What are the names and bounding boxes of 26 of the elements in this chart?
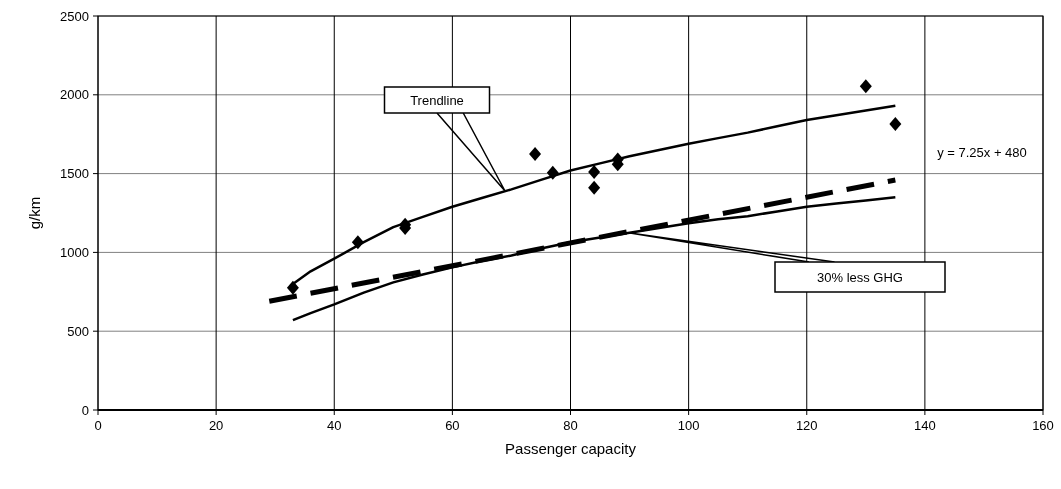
point bbox=[529, 146, 542, 161]
point bbox=[286, 280, 299, 295]
x-tick-label: 80 bbox=[563, 418, 578, 433]
y-tick-label: 1500 bbox=[60, 166, 89, 182]
annotation: y = 7.25x + 480 bbox=[937, 145, 1027, 160]
y-tick-label: 0 bbox=[81, 402, 89, 418]
x-axis-title: Passenger capacity bbox=[505, 440, 637, 457]
point bbox=[588, 180, 601, 195]
x-tick-label: 20 bbox=[208, 418, 224, 433]
x-tick-label: 60 bbox=[445, 418, 460, 433]
x-tick-label: 40 bbox=[327, 418, 342, 433]
x-tick-label: 160 bbox=[1032, 418, 1054, 433]
y-tick-label: 1000 bbox=[60, 244, 89, 260]
y-tick-label: 2500 bbox=[60, 8, 89, 24]
annotation: 30% less GHG bbox=[817, 269, 903, 285]
x-tick-label: 100 bbox=[677, 418, 700, 433]
x-tick-label: 0 bbox=[94, 418, 102, 433]
y-tick-label: 500 bbox=[67, 323, 89, 339]
x-tick-label: 140 bbox=[914, 418, 936, 433]
annotation: Trendline bbox=[410, 92, 464, 108]
point bbox=[889, 116, 902, 131]
point bbox=[859, 79, 872, 94]
x-tick-label: 120 bbox=[795, 418, 818, 433]
y-tick-label: 2000 bbox=[60, 87, 89, 103]
y-axis-title: g/km bbox=[26, 196, 43, 230]
point bbox=[588, 165, 601, 180]
